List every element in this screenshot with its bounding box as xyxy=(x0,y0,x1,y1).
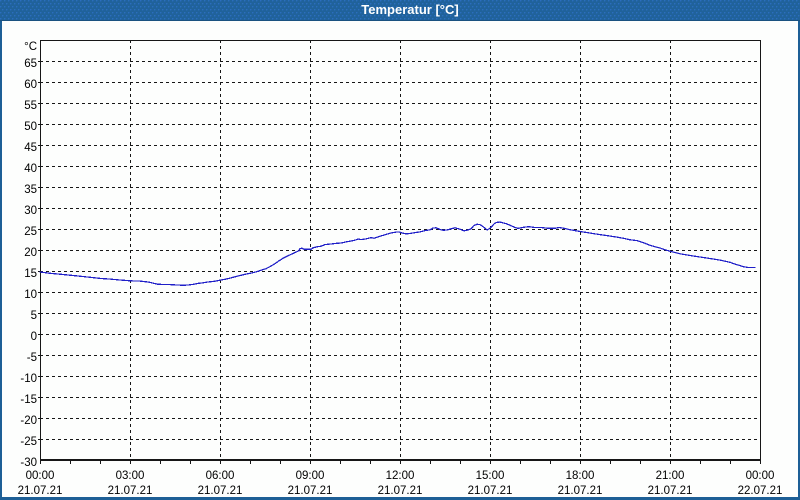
svg-text:65: 65 xyxy=(24,58,37,70)
svg-text:09:00: 09:00 xyxy=(296,470,325,482)
svg-text:-15: -15 xyxy=(20,394,37,406)
svg-text:55: 55 xyxy=(24,100,37,112)
svg-text:60: 60 xyxy=(24,79,37,91)
svg-text:45: 45 xyxy=(24,142,37,154)
svg-text:5: 5 xyxy=(31,310,37,322)
svg-text:35: 35 xyxy=(24,184,37,196)
svg-text:21.07.21: 21.07.21 xyxy=(648,485,693,497)
svg-text:21:00: 21:00 xyxy=(656,470,685,482)
svg-text:21.07.21: 21.07.21 xyxy=(18,485,63,497)
svg-text:50: 50 xyxy=(24,121,37,133)
svg-text:-30: -30 xyxy=(20,457,37,469)
svg-text:00:00: 00:00 xyxy=(746,470,775,482)
svg-text:20: 20 xyxy=(24,247,37,259)
svg-text:21.07.21: 21.07.21 xyxy=(468,485,513,497)
svg-text:03:00: 03:00 xyxy=(116,470,145,482)
svg-text:°C: °C xyxy=(24,41,37,53)
svg-text:15:00: 15:00 xyxy=(476,470,505,482)
svg-text:21.07.21: 21.07.21 xyxy=(198,485,243,497)
svg-text:21.07.21: 21.07.21 xyxy=(288,485,333,497)
svg-text:15: 15 xyxy=(24,268,37,280)
svg-text:-25: -25 xyxy=(20,436,37,448)
svg-text:12:00: 12:00 xyxy=(386,470,415,482)
svg-text:40: 40 xyxy=(24,163,37,175)
svg-text:18:00: 18:00 xyxy=(566,470,595,482)
svg-text:00:00: 00:00 xyxy=(26,470,55,482)
svg-text:-20: -20 xyxy=(20,415,37,427)
svg-text:-10: -10 xyxy=(20,373,37,385)
svg-text:25: 25 xyxy=(24,226,37,238)
svg-text:10: 10 xyxy=(24,289,37,301)
svg-text:06:00: 06:00 xyxy=(206,470,235,482)
svg-text:30: 30 xyxy=(24,205,37,217)
svg-text:0: 0 xyxy=(31,331,37,343)
svg-text:21.07.21: 21.07.21 xyxy=(108,485,153,497)
svg-text:21.07.21: 21.07.21 xyxy=(558,485,603,497)
svg-text:22.07.21: 22.07.21 xyxy=(738,485,783,497)
svg-text:-5: -5 xyxy=(27,352,37,364)
svg-text:21.07.21: 21.07.21 xyxy=(378,485,423,497)
